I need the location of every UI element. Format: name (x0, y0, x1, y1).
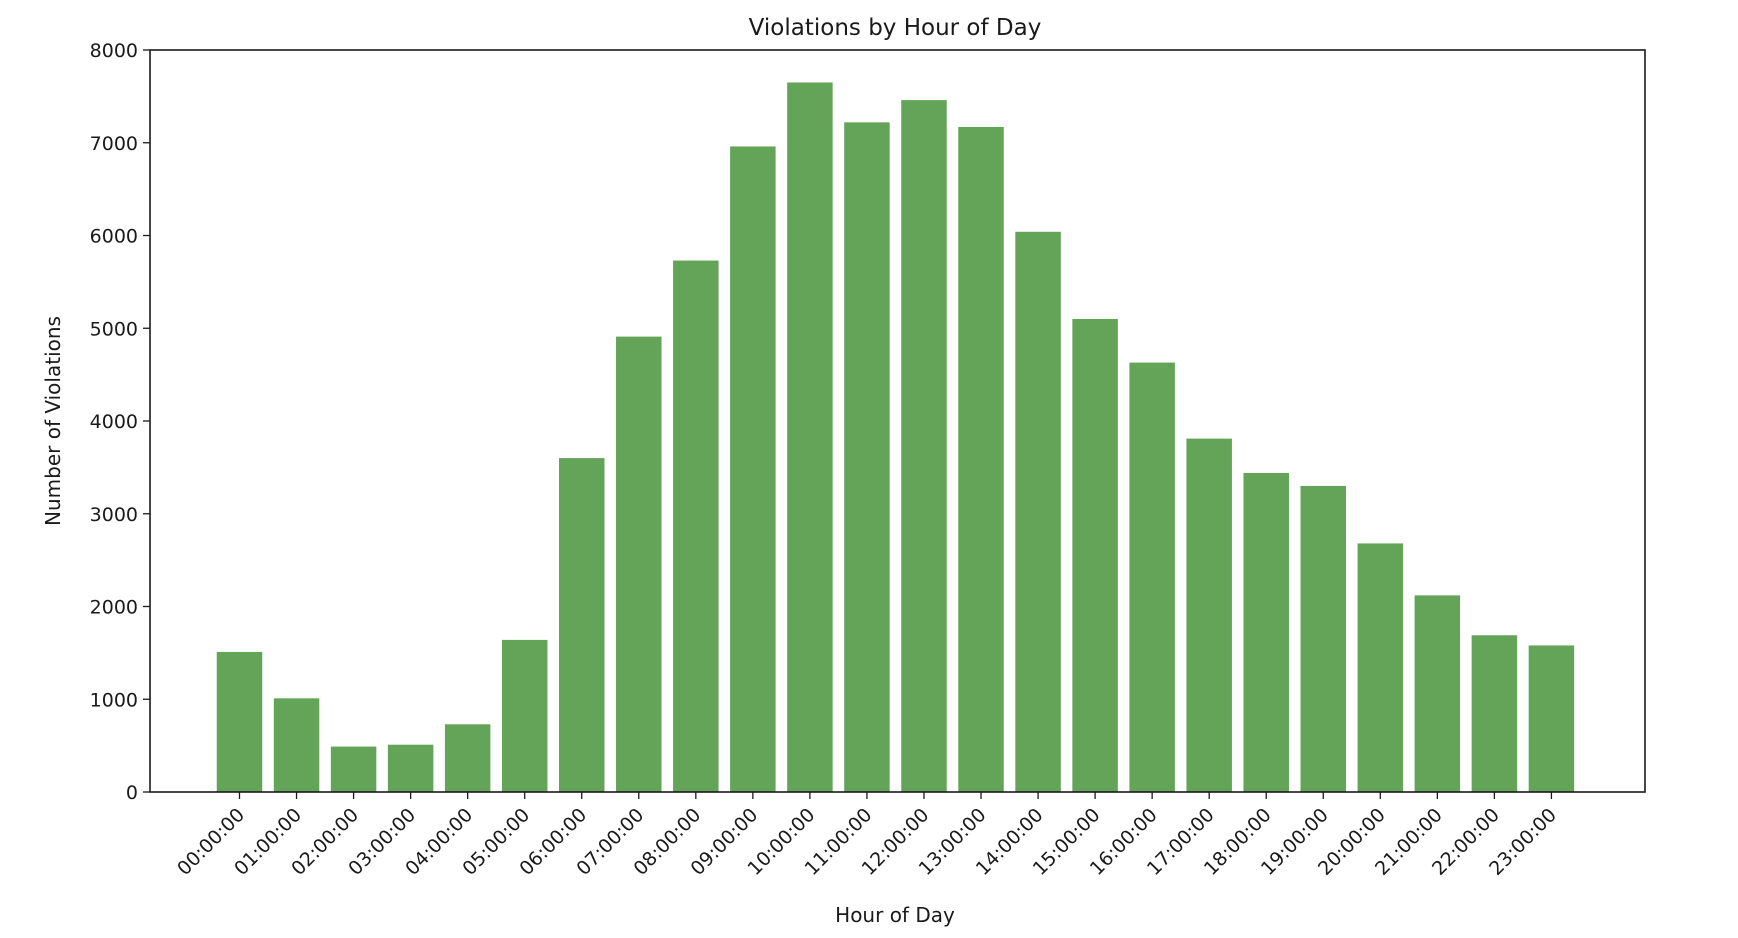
y-axis-label: Number of Violations (41, 316, 65, 526)
bar-190000 (1300, 485, 1347, 792)
y-tick-label: 3000 (90, 504, 138, 526)
y-tick-label: 0 (126, 782, 138, 804)
y-tick-label: 8000 (90, 40, 138, 62)
y-tick-label: 6000 (90, 226, 138, 248)
bar-120000 (901, 100, 947, 792)
bar-100000 (787, 82, 833, 792)
chart-title: Violations by Hour of Day (749, 15, 1042, 41)
y-tick-label: 7000 (90, 133, 138, 155)
y-tick-label: 1000 (90, 689, 138, 711)
bar-060000 (558, 458, 605, 792)
bar-020000 (330, 746, 377, 792)
bar-170000 (1186, 438, 1232, 792)
bar-050000 (501, 639, 548, 792)
bar-130000 (958, 126, 1004, 793)
bar-220000 (1471, 635, 1518, 792)
bar-090000 (730, 146, 776, 792)
bar-160000 (1129, 362, 1175, 792)
y-axis: 0 1000 2000 3000 4000 5000 6000 7000 8000 (90, 40, 150, 804)
x-axis-label: Hour of Day (835, 903, 955, 927)
bar-140000 (1015, 231, 1061, 793)
bar-200000 (1357, 543, 1404, 792)
bar-080000 (673, 260, 719, 793)
bar-010000 (273, 698, 320, 792)
bar-230000 (1528, 645, 1575, 792)
x-axis: 00:00:0001:00:0002:00:0003:00:0004:00:00… (173, 792, 1561, 880)
bar-180000 (1243, 472, 1289, 792)
bar-110000 (844, 122, 890, 793)
bar-150000 (1072, 318, 1118, 792)
bar-070000 (616, 336, 662, 792)
plot-frame (149, 49, 1646, 793)
bar-030000 (387, 744, 434, 792)
bar-210000 (1414, 595, 1461, 792)
bar-000000 (216, 651, 263, 792)
y-tick-label: 4000 (90, 411, 138, 433)
y-tick-label: 5000 (90, 318, 138, 340)
bars (216, 82, 1575, 793)
bar-040000 (444, 724, 491, 792)
y-tick-label: 2000 (90, 597, 138, 619)
